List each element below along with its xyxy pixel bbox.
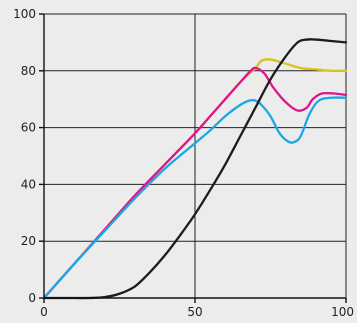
series-lines — [42, 38, 348, 300]
x-tick-label-0: 0 — [40, 305, 48, 319]
axes — [39, 13, 347, 303]
y-tick-label-100: 100 — [13, 7, 36, 21]
y-tick-label-0: 0 — [28, 291, 36, 305]
series-line-2 — [42, 66, 348, 300]
tick-labels: 0 20 40 60 80 100 0 50 100 — [13, 7, 354, 319]
x-tick-label-50: 50 — [187, 305, 202, 319]
grid — [44, 13, 347, 298]
y-tick-label-60: 60 — [21, 121, 36, 135]
y-tick-label-20: 20 — [21, 234, 36, 248]
x-tick-label-100: 100 — [331, 305, 354, 319]
y-tick-label-80: 80 — [21, 64, 36, 78]
series-line-4 — [42, 38, 348, 300]
y-tick-label-40: 40 — [21, 177, 36, 191]
series-line-3 — [42, 96, 348, 300]
